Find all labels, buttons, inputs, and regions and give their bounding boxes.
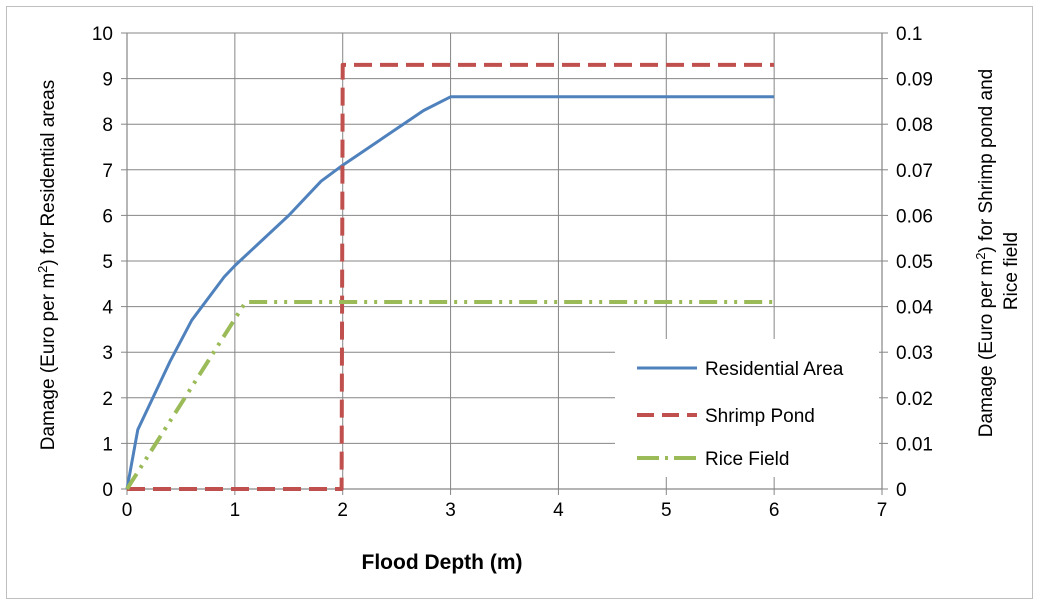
x-tick-label: 1 <box>230 500 241 521</box>
x-tick-label: 7 <box>877 500 888 521</box>
y-right-axis-title-line1: Damage (Euro per m2) for Shrimp pond and <box>973 69 997 437</box>
y-left-tick-label: 8 <box>102 115 113 136</box>
y-right-tick-label: 0.08 <box>896 115 933 136</box>
y-right-axis-title-line2: Rice field <box>1001 232 1022 310</box>
y-left-tick-label: 4 <box>102 298 113 319</box>
y-left-tick-label: 6 <box>102 206 113 227</box>
x-tick-label: 4 <box>553 500 564 521</box>
legend-label: Residential Area <box>705 359 844 380</box>
legend-label: Rice Field <box>705 449 789 470</box>
y-right-tick-label: 0.01 <box>896 434 933 455</box>
y-left-tick-label: 5 <box>102 252 113 273</box>
y-right-tick-label: 0.04 <box>896 298 933 319</box>
y-left-tick-labels: 0 1 2 3 4 5 6 7 8 9 10 <box>92 24 114 501</box>
series-lines <box>125 62 775 491</box>
x-tick-label: 6 <box>769 500 780 521</box>
x-tick-label: 0 <box>122 500 133 521</box>
x-tick-label: 2 <box>337 500 348 521</box>
y-right-tick-labels: 0 0.01 0.02 0.03 0.04 0.05 0.06 0.07 0.08 0.09 0.1 <box>896 24 933 501</box>
y-right-tick-label: 0.05 <box>896 252 933 273</box>
legend-label: Shrimp Pond <box>705 406 815 427</box>
y-right-tick-label: 0.02 <box>896 389 933 410</box>
y-left-tick-label: 0 <box>102 480 113 501</box>
y-right-tick-label: 0.09 <box>896 70 933 91</box>
legend-background <box>615 339 879 477</box>
y-left-tick-label: 2 <box>102 389 113 410</box>
series-line-residential-area <box>125 95 775 490</box>
y-left-tick-label: 10 <box>92 24 113 45</box>
y-right-tick-label: 0.07 <box>896 161 933 182</box>
y-right-tick-label: 0 <box>896 480 907 501</box>
y-left-tick-label: 7 <box>102 161 113 182</box>
x-tick-labels: 0 1 2 3 4 5 6 7 <box>122 500 888 521</box>
y-left-tick-label: 1 <box>102 434 113 455</box>
y-right-tick-label: 0.06 <box>896 206 933 227</box>
legend: Residential Area Shrimp Pond Rice Field <box>615 339 879 477</box>
y-left-axis-title: Damage (Euro per m2) for Residential are… <box>35 80 59 451</box>
y-left-tick-label: 3 <box>102 343 113 364</box>
x-tick-label: 3 <box>445 500 456 521</box>
y-right-tick-label: 0.1 <box>896 24 922 45</box>
series-line-shrimp-pond <box>127 62 775 491</box>
y-left-tick-label: 9 <box>102 70 113 91</box>
x-axis-title: Flood Depth (m) <box>362 551 523 574</box>
x-tick-label: 5 <box>661 500 672 521</box>
y-right-tick-label: 0.03 <box>896 343 933 364</box>
